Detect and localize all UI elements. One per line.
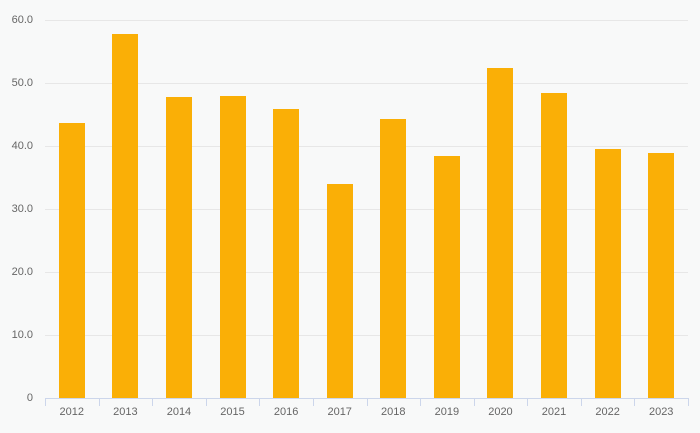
y-axis-tick-label: 20.0 <box>11 266 33 278</box>
x-axis-tick <box>474 398 475 406</box>
x-axis-tick <box>367 398 368 406</box>
bar-2021[interactable] <box>541 93 568 398</box>
x-axis-tick <box>527 398 528 406</box>
x-axis-tick <box>45 398 46 406</box>
x-axis-tick <box>259 398 260 406</box>
x-axis-tick <box>152 398 153 406</box>
bar-2022[interactable] <box>594 149 621 398</box>
x-axis-label-2013: 2013 <box>113 406 138 418</box>
y-axis-tick-label: 10.0 <box>11 329 33 341</box>
x-axis-label-2015: 2015 <box>220 406 245 418</box>
x-axis-label-2014: 2014 <box>166 406 192 418</box>
x-axis-label-2019: 2019 <box>434 406 460 418</box>
y-axis-tick-label: 40.0 <box>11 140 33 152</box>
x-axis-tick <box>206 398 207 406</box>
x-axis-tick <box>634 398 635 406</box>
x-axis-label-2017: 2017 <box>327 406 352 418</box>
bar-2018[interactable] <box>380 118 407 398</box>
x-axis-tick <box>99 398 100 406</box>
gridline-50 <box>45 83 688 84</box>
x-axis-label-2020: 2020 <box>488 406 513 418</box>
bar-2019[interactable] <box>433 156 460 398</box>
x-axis-label-2022: 2022 <box>595 406 620 418</box>
bar-2013[interactable] <box>112 34 139 398</box>
gridline-60 <box>45 20 688 21</box>
bar-2016[interactable] <box>273 108 300 398</box>
x-axis-tick <box>420 398 421 406</box>
y-axis-tick-label: 60.0 <box>11 14 33 26</box>
x-axis-label-2016: 2016 <box>273 406 299 418</box>
x-axis-label-2021: 2021 <box>541 406 567 418</box>
x-axis-label-2018: 2018 <box>381 406 406 418</box>
x-axis-label-2012: 2012 <box>59 406 85 418</box>
gridline-20 <box>45 272 688 273</box>
bar-2023[interactable] <box>648 152 675 398</box>
bar-2015[interactable] <box>219 96 246 398</box>
gridline-40 <box>45 146 688 147</box>
x-axis-tick <box>581 398 582 406</box>
gridline-10 <box>45 335 688 336</box>
y-axis-tick-label: 0 <box>26 392 33 404</box>
gridline-30 <box>45 209 688 210</box>
bar-2014[interactable] <box>165 97 192 398</box>
x-axis-label-2023: 2023 <box>648 406 674 418</box>
x-axis-tick <box>688 398 689 406</box>
y-axis-tick-label: 30.0 <box>11 203 33 215</box>
bar-2012[interactable] <box>58 122 85 398</box>
x-axis-tick <box>313 398 314 406</box>
bar-2017[interactable] <box>326 183 353 398</box>
y-axis-tick-label: 50.0 <box>11 77 33 89</box>
bar-2020[interactable] <box>487 67 514 398</box>
